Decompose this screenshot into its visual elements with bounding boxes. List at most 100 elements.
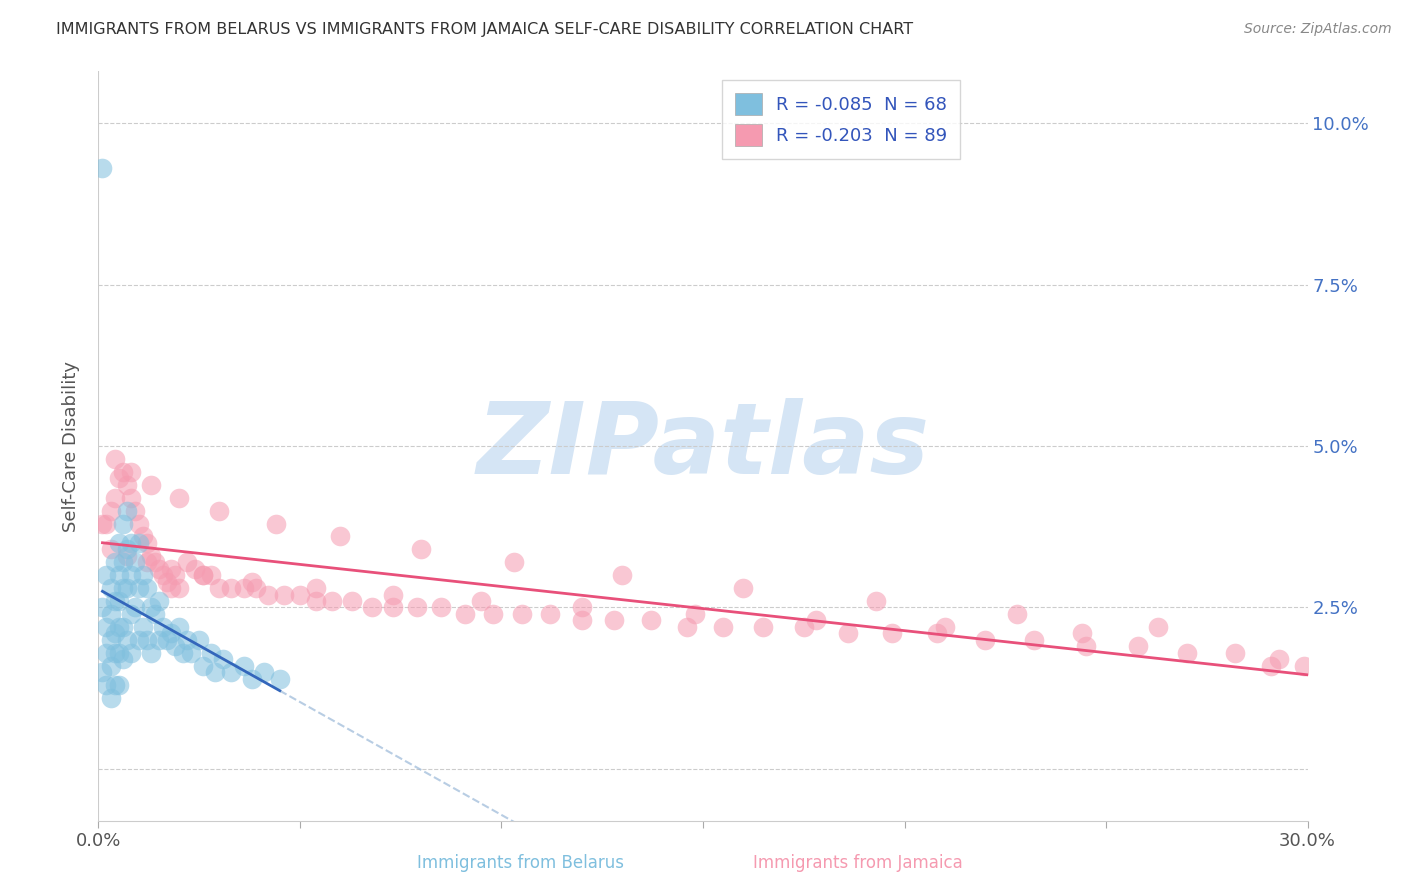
Text: Source: ZipAtlas.com: Source: ZipAtlas.com: [1244, 22, 1392, 37]
Point: [96, 568, 118, 582]
Point: [120, 491, 142, 505]
Point: [221, 581, 243, 595]
Point: [925, 626, 948, 640]
Point: [96, 620, 118, 634]
Point: [107, 678, 129, 692]
Point: [100, 581, 122, 595]
Point: [193, 568, 215, 582]
Point: [1175, 646, 1198, 660]
Point: [793, 620, 815, 634]
Point: [152, 620, 174, 634]
Point: [163, 639, 186, 653]
Point: [111, 555, 134, 569]
Text: ZIPatlas: ZIPatlas: [477, 398, 929, 494]
Point: [135, 632, 157, 647]
Point: [107, 536, 129, 550]
Point: [156, 632, 179, 647]
Point: [184, 562, 207, 576]
Point: [974, 632, 997, 647]
Point: [1147, 620, 1170, 634]
Point: [865, 594, 887, 608]
Point: [482, 607, 505, 621]
Point: [204, 665, 226, 679]
Point: [232, 581, 254, 595]
Point: [100, 542, 122, 557]
Point: [208, 581, 231, 595]
Point: [1022, 632, 1045, 647]
Point: [381, 588, 404, 602]
Point: [409, 542, 432, 557]
Point: [128, 581, 150, 595]
Point: [103, 491, 125, 505]
Point: [132, 568, 155, 582]
Point: [111, 620, 134, 634]
Point: [103, 555, 125, 569]
Point: [269, 672, 291, 686]
Point: [135, 555, 157, 569]
Point: [163, 568, 186, 582]
Text: Immigrants from Belarus: Immigrants from Belarus: [416, 855, 624, 872]
Point: [160, 581, 183, 595]
Point: [139, 549, 162, 563]
Point: [139, 477, 162, 491]
Point: [176, 555, 198, 569]
Point: [124, 600, 146, 615]
Point: [240, 672, 263, 686]
Point: [837, 626, 859, 640]
Legend: R = -0.085  N = 68, R = -0.203  N = 89: R = -0.085 N = 68, R = -0.203 N = 89: [723, 80, 960, 159]
Point: [934, 620, 956, 634]
Point: [115, 581, 138, 595]
Point: [193, 568, 215, 582]
Point: [1268, 652, 1291, 666]
Point: [100, 503, 122, 517]
Point: [381, 600, 404, 615]
Point: [115, 503, 138, 517]
Point: [128, 536, 150, 550]
Point: [96, 516, 118, 531]
Y-axis label: Self-Care Disability: Self-Care Disability: [62, 360, 80, 532]
Point: [1007, 607, 1029, 621]
Point: [193, 658, 215, 673]
Point: [571, 600, 593, 615]
Point: [188, 632, 211, 647]
Point: [135, 581, 157, 595]
Point: [128, 632, 150, 647]
Point: [128, 516, 150, 531]
Point: [167, 581, 190, 595]
Point: [200, 646, 222, 660]
Point: [120, 465, 142, 479]
Point: [245, 581, 267, 595]
Point: [361, 600, 384, 615]
Point: [111, 516, 134, 531]
Point: [1074, 639, 1097, 653]
Point: [167, 491, 190, 505]
Point: [107, 646, 129, 660]
Point: [342, 594, 364, 608]
Point: [120, 646, 142, 660]
Point: [172, 646, 194, 660]
Point: [103, 646, 125, 660]
Point: [132, 529, 155, 543]
Point: [1292, 658, 1315, 673]
Point: [208, 503, 231, 517]
Point: [103, 678, 125, 692]
Point: [167, 620, 190, 634]
Point: [124, 555, 146, 569]
Point: [240, 574, 263, 589]
Point: [103, 626, 125, 640]
Point: [256, 588, 278, 602]
Point: [305, 594, 328, 608]
Point: [91, 665, 114, 679]
Point: [96, 678, 118, 692]
Point: [107, 594, 129, 608]
Point: [100, 607, 122, 621]
Point: [103, 594, 125, 608]
Point: [135, 536, 157, 550]
Point: [148, 632, 170, 647]
Point: [120, 536, 142, 550]
Point: [1128, 639, 1150, 653]
Point: [111, 465, 134, 479]
Point: [115, 549, 138, 563]
Point: [96, 646, 118, 660]
Point: [329, 529, 352, 543]
